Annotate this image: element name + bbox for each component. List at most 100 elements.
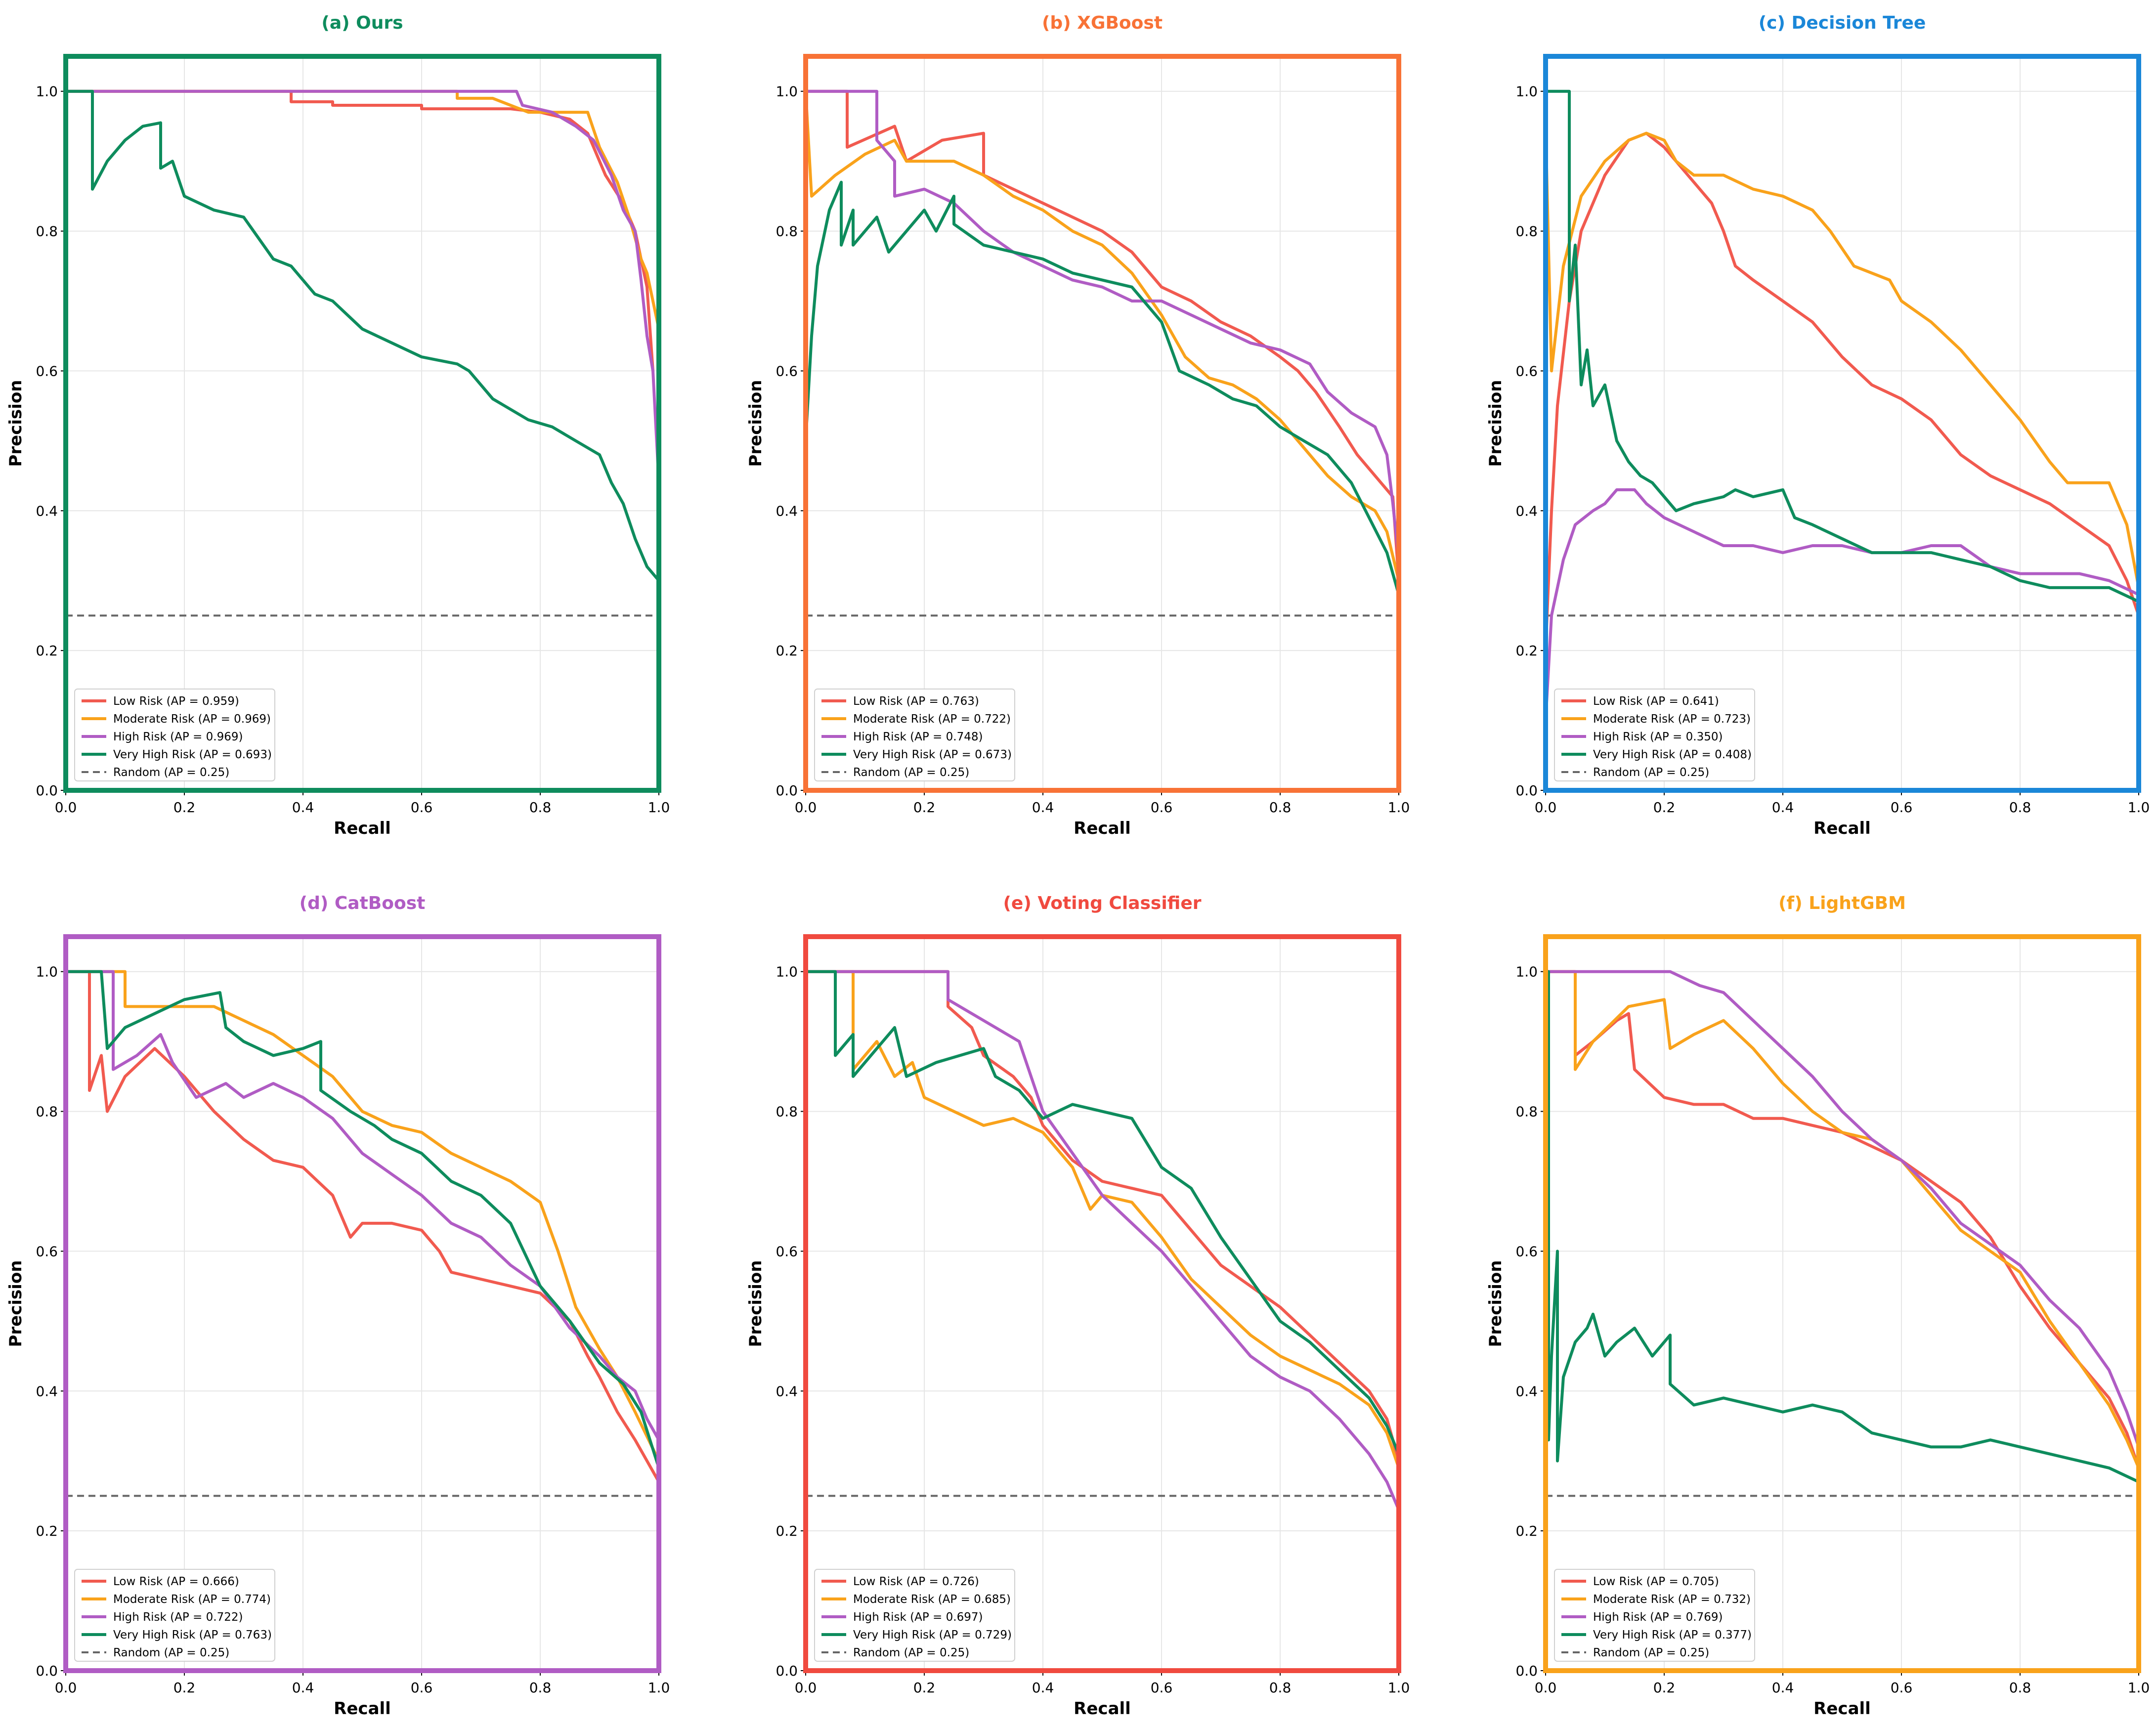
legend-label: High Risk (AP = 0.769) [1593,1611,1723,1624]
series-line-high [806,89,1400,560]
chart-title: (a) Ours [321,13,403,33]
y-axis-label: Precision [6,380,26,467]
x-axis-label: Recall [334,1699,391,1719]
legend-box [74,1569,275,1662]
legend-label: Random (AP = 0.25) [853,766,969,779]
y-tick-label: 0.8 [36,223,58,240]
series-line-high [1546,970,2140,1448]
chart-title: (d) CatBoost [300,893,426,913]
series-line-moderate [804,91,1400,581]
panel-frame [1543,54,2141,793]
series-line-moderate [66,89,660,330]
x-axis-label: Recall [1813,1699,1871,1719]
x-tick-label: 0.8 [2009,799,2031,816]
x-tick-label: 0.4 [1772,799,1794,816]
y-tick-label: 0.0 [1515,782,1538,799]
y-tick-label: 0.4 [36,1383,58,1399]
legend-label: Very High Risk (AP = 0.763) [113,1629,272,1641]
panel-frame [803,934,1401,1673]
legend-label: Moderate Risk (AP = 0.685) [853,1593,1011,1606]
x-tick-label: 0.8 [529,799,552,816]
panel-frame [63,934,661,1673]
x-tick-label: 0.0 [1535,799,1557,816]
series-line-low [1546,970,2140,1468]
y-tick-label: 1.0 [36,964,58,980]
y-tick-label: 0.0 [1515,1663,1538,1679]
series-line-high [1544,488,2140,721]
legend-label: High Risk (AP = 0.350) [1593,731,1723,743]
y-tick-label: 0.2 [1515,643,1538,659]
y-tick-label: 0.8 [36,1104,58,1120]
x-axis-label: Recall [1813,819,1871,838]
y-tick-label: 0.6 [1515,363,1538,379]
y-tick-label: 0.0 [776,1663,798,1679]
y-tick-label: 0.2 [1515,1523,1538,1539]
y-axis-label: Precision [746,380,766,467]
legend-label: Low Risk (AP = 0.763) [853,695,979,708]
legend-label: Random (AP = 0.25) [113,1646,229,1659]
panel-frame [803,54,1401,793]
y-tick-label: 0.0 [776,782,798,799]
y-tick-label: 1.0 [776,964,798,980]
legend-label: Random (AP = 0.25) [1593,1646,1709,1659]
legend-label: Low Risk (AP = 0.959) [113,695,239,708]
legend-label: Low Risk (AP = 0.666) [113,1575,239,1588]
y-tick-label: 0.4 [1515,1383,1538,1399]
series-line-moderate [66,970,660,1462]
y-tick-label: 1.0 [1515,84,1538,100]
x-tick-label: 0.8 [529,1680,552,1696]
panel-frame [1543,934,2141,1673]
y-axis-label: Precision [6,1260,26,1347]
x-tick-label: 0.6 [1151,799,1173,816]
legend-label: Low Risk (AP = 0.705) [1593,1575,1719,1588]
y-tick-label: 0.0 [36,782,58,799]
legend-label: Random (AP = 0.25) [113,766,229,779]
series-line-low [66,970,660,1483]
x-tick-label: 0.8 [1269,1680,1292,1696]
y-tick-label: 0.2 [776,643,798,659]
legend-label: Low Risk (AP = 0.726) [853,1575,979,1588]
x-tick-label: 0.8 [1269,799,1292,816]
y-tick-label: 0.6 [776,363,798,379]
chart-panel: (f) LightGBM 0.0 0.2 0.4 0.6 0.8 1.0 0.0 0.2 0.4 0… [1486,893,2150,1719]
legend-label: Moderate Risk (AP = 0.732) [1593,1593,1751,1606]
y-tick-label: 0.8 [1515,1104,1538,1120]
legend-label: High Risk (AP = 0.748) [853,731,983,743]
x-tick-label: 0.2 [173,1680,196,1696]
x-tick-label: 0.0 [795,1680,817,1696]
y-tick-label: 0.6 [776,1243,798,1259]
legend-label: Random (AP = 0.25) [853,1646,969,1659]
y-tick-label: 0.2 [36,643,58,659]
series-line-low [1544,131,2140,651]
legend-box [1554,1569,1755,1662]
y-tick-label: 0.0 [36,1663,58,1679]
legend-label: Very High Risk (AP = 0.673) [853,748,1012,761]
chart-title: (f) LightGBM [1778,893,1906,913]
x-tick-label: 0.6 [411,799,433,816]
y-tick-label: 1.0 [36,84,58,100]
chart-title: (c) Decision Tree [1759,13,1926,33]
y-tick-label: 0.2 [36,1523,58,1539]
x-tick-label: 0.4 [1032,799,1054,816]
series-line-low [806,970,1400,1462]
series-line-high [66,89,660,483]
y-tick-label: 0.4 [776,503,798,519]
legend-label: Moderate Risk (AP = 0.774) [113,1593,271,1606]
series-line-very-high [66,89,660,582]
series-line-high [66,970,660,1441]
y-axis-label: Precision [746,1260,766,1347]
series-line-moderate [1544,126,2140,588]
chart-panel: (e) Voting Classifier 0.0 0.2 0.4 0.6 0.8 1.0 0… [746,893,1410,1719]
x-tick-label: 0.6 [1891,1680,1913,1696]
legend-label: Very High Risk (AP = 0.377) [1593,1629,1752,1641]
x-tick-label: 0.2 [1653,799,1676,816]
legend-label: High Risk (AP = 0.969) [113,731,243,743]
y-tick-label: 0.8 [776,1104,798,1120]
chart-title: (e) Voting Classifier [1003,893,1201,913]
legend-box [814,1569,1015,1662]
series-line-very-high [804,180,1400,595]
y-tick-label: 0.6 [36,1243,58,1259]
series-line-very-high [1546,89,2140,603]
x-axis-label: Recall [334,819,391,838]
x-tick-label: 0.2 [913,1680,936,1696]
